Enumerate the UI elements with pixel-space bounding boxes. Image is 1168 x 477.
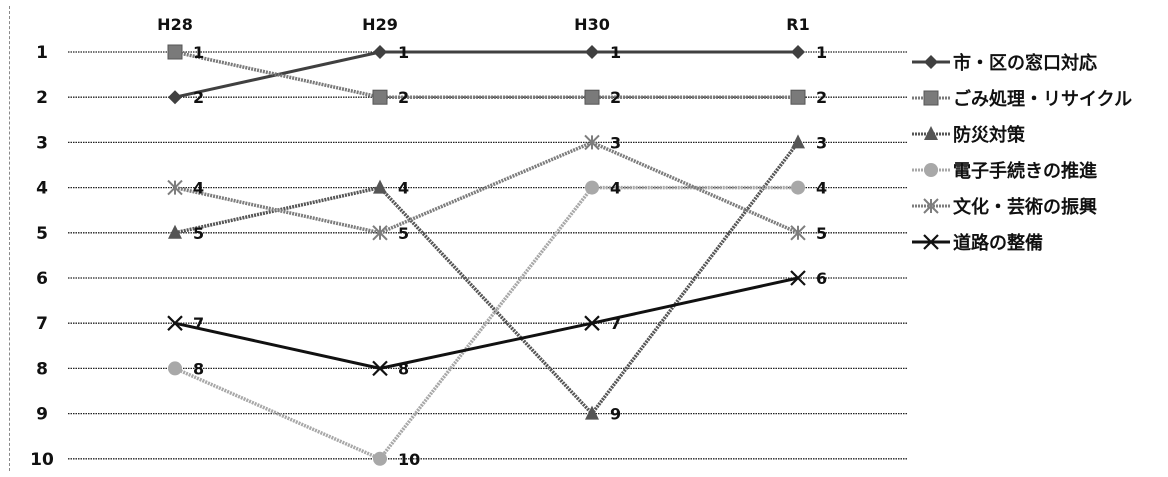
data-label-series-6-H28: 7	[193, 314, 204, 333]
series-3-point-H28	[168, 224, 182, 239]
left-dashed-rule	[9, 6, 10, 471]
x-tick-label-R1: R1	[786, 15, 809, 34]
x-tick-label-H28: H28	[157, 15, 193, 34]
series-4-point-R1	[791, 180, 805, 195]
series-2-point-R1	[790, 89, 806, 105]
x-axis-category-labels: H28 H29 H30 R1	[157, 15, 810, 34]
data-label-series-5-H28: 4	[193, 179, 204, 198]
series-line-2	[174, 50, 798, 99]
series-1-point-R1	[791, 45, 805, 59]
series-line-6	[174, 276, 799, 370]
y-tick-label-3: 3	[36, 133, 48, 153]
y-tick-label-6: 6	[36, 269, 48, 289]
series-5-point-H29	[372, 225, 388, 241]
legend-marker-5	[923, 198, 939, 214]
y-tick-label-1: 1	[36, 43, 48, 63]
series-line-1	[174, 50, 798, 99]
data-label-series-4-R1: 4	[816, 179, 827, 198]
data-label-series-5-H29: 5	[398, 224, 409, 243]
series-line-5	[174, 140, 799, 235]
legend-label-3: 防災対策	[953, 124, 1026, 146]
data-label-series-6-R1: 6	[816, 269, 827, 288]
x-tick-label-H29: H29	[362, 15, 398, 34]
series-5-point-R1	[790, 225, 806, 241]
legend-label-5: 文化・芸術の振興	[953, 196, 1097, 218]
series-6-point-H29	[372, 360, 388, 377]
series-5-point-H30	[584, 134, 600, 151]
y-axis-tick-labels: 1 2 3 4 5 6 7 8 9 10	[30, 43, 54, 470]
data-label-series-6-H30: 7	[610, 314, 621, 333]
series-2-point-H28	[167, 44, 183, 60]
legend-marker-4	[924, 163, 938, 177]
data-label-series-2-H29: 2	[398, 88, 409, 107]
data-label-series-4-H30: 4	[610, 179, 621, 198]
legend-marker-6	[923, 234, 939, 250]
legend: 市・区の窓口対応ごみ処理・リサイクル防災対策電子手続きの推進文化・芸術の振興道路…	[912, 52, 1132, 254]
series-4-point-H30	[585, 180, 599, 195]
y-tick-label-8: 8	[36, 359, 48, 379]
series-4-point-H29	[373, 451, 387, 466]
data-label-series-3-H29: 4	[398, 179, 409, 198]
series-1-point-H30	[585, 45, 599, 59]
data-label-series-3-R1: 3	[816, 133, 827, 152]
data-label-series-4-H28: 8	[193, 359, 204, 378]
data-label-series-2-H28: 1	[193, 43, 204, 62]
y-tick-label-7: 7	[36, 314, 48, 334]
data-label-series-6-H29: 8	[398, 359, 409, 378]
series-4-point-H28	[168, 361, 182, 376]
data-label-series-2-R1: 2	[816, 88, 827, 107]
legend-label-2: ごみ処理・リサイクル	[953, 88, 1132, 110]
data-label-series-3-H30: 9	[610, 405, 621, 424]
series-lines	[174, 50, 800, 461]
legend-label-4: 電子手続きの推進	[953, 160, 1097, 182]
y-tick-label-4: 4	[36, 179, 48, 199]
legend-marker-2	[923, 90, 939, 106]
data-label-series-5-H30: 3	[610, 133, 621, 152]
data-label-series-3-H28: 5	[193, 224, 204, 243]
data-label-series-2-H30: 2	[610, 88, 621, 107]
x-tick-label-H30: H30	[574, 15, 610, 34]
series-6-point-H28	[167, 315, 183, 331]
legend-label-6: 道路の整備	[953, 232, 1043, 254]
series-3-point-H29	[373, 179, 387, 194]
series-line-3	[174, 141, 800, 416]
series-5-point-H28	[167, 179, 183, 196]
data-label-series-1-H29: 1	[398, 43, 409, 62]
series-6-point-H30	[584, 315, 600, 331]
series-2-point-H29	[372, 89, 388, 105]
series-line-4	[174, 185, 798, 461]
data-label-series-4-H29: 10	[398, 450, 420, 469]
series-markers	[167, 44, 806, 466]
y-tick-label-2: 2	[36, 88, 48, 108]
legend-marker-1	[924, 55, 938, 69]
data-label-series-1-H30: 1	[610, 43, 621, 62]
data-label-series-5-R1: 5	[816, 224, 827, 243]
series-1-point-H28	[168, 90, 182, 105]
series-6-point-R1	[790, 270, 806, 286]
data-label-series-1-H28: 2	[193, 88, 204, 107]
data-labels: 2 1 1 1 1 2 2 2 5 4 9 3 8 10 4 4 4 5 3 5 7 8 7 6	[193, 43, 827, 469]
legend-label-1: 市・区の窓口対応	[953, 52, 1097, 74]
series-3-point-R1	[791, 134, 805, 149]
series-3-point-H30	[585, 405, 599, 420]
y-tick-label-10: 10	[30, 450, 54, 470]
y-tick-label-9: 9	[36, 405, 48, 425]
y-tick-label-5: 5	[36, 224, 48, 244]
series-2-point-H30	[584, 89, 600, 105]
gridlines	[68, 51, 908, 460]
data-label-series-1-R1: 1	[816, 43, 827, 62]
legend-marker-3	[924, 126, 938, 140]
series-1-point-H29	[373, 45, 387, 59]
